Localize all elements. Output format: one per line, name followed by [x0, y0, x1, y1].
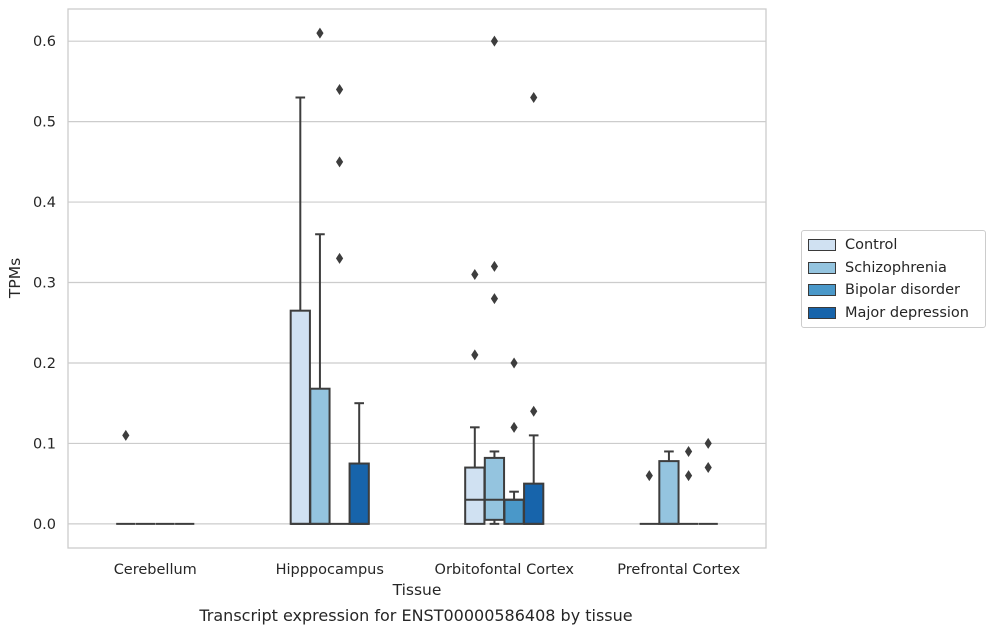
legend-item: Schizophrenia: [802, 257, 985, 280]
outlier-point: [335, 83, 344, 95]
outlier-point: [510, 421, 518, 433]
outlier-point: [704, 462, 712, 474]
outlier-point: [335, 156, 344, 168]
legend-swatch: [808, 306, 836, 319]
y-tick-label: 0.3: [33, 276, 56, 292]
outlier-point: [490, 293, 499, 305]
outlier-point: [684, 470, 693, 482]
box-major-depression: [698, 437, 718, 525]
box-bipolar-disorder: [329, 83, 350, 525]
box-bipolar-disorder: [503, 357, 525, 525]
y-gridlines: [68, 40, 766, 525]
outlier-point: [316, 27, 324, 39]
plot-frame: [67, 8, 767, 549]
y-tick-label: 0.2: [33, 356, 56, 372]
legend-swatch: [808, 284, 836, 297]
legend-label: Schizophrenia: [845, 259, 947, 276]
outlier-point: [471, 349, 479, 361]
box-body: [503, 498, 525, 525]
y-tick-label: 0.0: [33, 517, 56, 533]
box-control: [289, 96, 311, 525]
box-plot-boxes: [116, 27, 718, 525]
legend-item: Control: [802, 234, 985, 257]
box-body: [658, 460, 680, 525]
outlier-point: [122, 429, 130, 441]
box-control: [464, 268, 486, 525]
outlier-point: [530, 91, 538, 103]
outlier-point: [335, 252, 344, 264]
box-major-depression: [523, 91, 545, 525]
legend-item: Bipolar disorder: [802, 279, 985, 302]
box-schizophrenia: [658, 450, 680, 525]
legend-swatch: [808, 261, 836, 274]
x-tick-label: Hipppocampus: [276, 562, 384, 578]
x-tick-label: Orbitofontal Cortex: [435, 562, 575, 578]
box-body: [523, 482, 545, 525]
outlier-point: [490, 260, 499, 272]
box-control: [116, 429, 136, 525]
box-schizophrenia: [309, 27, 331, 525]
y-tick-label: 0.4: [33, 195, 56, 211]
outlier-point: [704, 437, 712, 449]
chart-caption: Transcript expression for ENST0000058640…: [199, 606, 633, 625]
legend: Control Schizophrenia Bipolar disorder Majo…: [801, 230, 986, 328]
box-body: [289, 309, 311, 525]
x-tick-label: Prefrontal Cortex: [617, 562, 740, 578]
box-body: [483, 456, 506, 521]
box-body: [348, 462, 370, 525]
box-body: [464, 466, 486, 525]
box-schizophrenia: [483, 35, 506, 525]
legend-label: Control: [845, 237, 898, 254]
outlier-point: [510, 357, 518, 369]
box-bipolar-disorder: [678, 445, 699, 525]
outlier-point: [471, 268, 479, 280]
box-major-depression: [348, 402, 370, 525]
x-tick-label: Cerebellum: [114, 562, 197, 578]
box-control: [639, 470, 659, 525]
box-body: [309, 387, 331, 525]
legend-label: Bipolar disorder: [845, 282, 960, 299]
y-axis-label: TPMs: [6, 258, 24, 299]
y-tick-label: 0.6: [33, 34, 56, 50]
outlier-point: [490, 35, 499, 47]
y-tick-labels: 0.0 0.1 0.2 0.3 0.4 0.5 0.6: [33, 34, 56, 533]
outlier-point: [645, 470, 653, 482]
x-axis-label: Tissue: [392, 581, 442, 599]
y-tick-label: 0.5: [33, 115, 56, 131]
legend-label: Major depression: [845, 304, 969, 321]
outlier-point: [530, 405, 538, 417]
legend-swatch: [808, 239, 836, 252]
outlier-point: [684, 445, 693, 457]
x-tick-labels: Cerebellum Hipppocampus Orbitofontal Corte…: [114, 562, 741, 578]
y-tick-label: 0.1: [33, 436, 56, 452]
legend-item: Major depression: [802, 302, 985, 325]
